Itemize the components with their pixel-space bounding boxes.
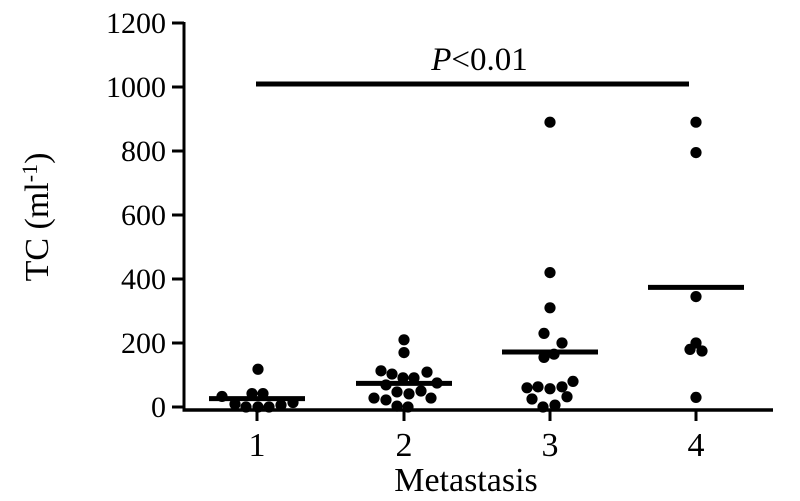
data-point (532, 381, 544, 393)
data-point (690, 116, 702, 128)
x-tick-label: 2 (396, 427, 413, 464)
data-point (398, 334, 410, 346)
data-point (263, 401, 275, 413)
data-point (538, 351, 550, 363)
y-tick-label: 1200 (106, 7, 166, 40)
data-point (368, 392, 380, 404)
data-point (556, 381, 568, 393)
data-point (421, 366, 433, 378)
data-point (252, 363, 264, 375)
significance-label: P<0.01 (430, 42, 528, 78)
data-point (696, 345, 708, 357)
data-point (690, 291, 702, 303)
data-point (538, 327, 550, 339)
x-tick-label: 3 (542, 427, 559, 464)
y-tick-label: 800 (121, 135, 166, 168)
data-point (216, 390, 228, 403)
y-tick-label: 600 (121, 199, 166, 232)
data-point (537, 401, 549, 413)
data-point (391, 400, 403, 412)
data-point (287, 396, 299, 409)
data-point (386, 368, 398, 380)
data-point (257, 387, 269, 400)
y-tick-label: 1000 (106, 71, 166, 104)
y-tick-label: 400 (121, 263, 166, 296)
x-tick-label: 1 (249, 427, 266, 464)
data-point (544, 302, 556, 314)
data-point (397, 372, 409, 384)
data-point (240, 401, 252, 413)
data-point (229, 398, 241, 410)
data-point (526, 393, 538, 405)
y-axis-title: TC (ml-1) (17, 153, 56, 282)
data-point (380, 394, 392, 406)
data-point (521, 382, 533, 394)
data-point (425, 392, 437, 404)
data-point (544, 267, 556, 279)
data-point (548, 348, 560, 360)
data-point (431, 377, 443, 389)
data-point (549, 399, 561, 411)
data-point (544, 383, 556, 395)
data-point (684, 343, 696, 355)
data-point (556, 337, 568, 349)
data-point (567, 375, 579, 387)
data-point (544, 116, 556, 128)
data-point (690, 147, 702, 159)
data-point (408, 372, 420, 384)
data-point (246, 387, 258, 400)
data-point (403, 388, 415, 400)
data-point (252, 401, 264, 413)
x-axis-title: Metastasis (394, 462, 538, 499)
data-point (375, 365, 387, 377)
y-tick-label: 200 (121, 327, 166, 360)
data-point (398, 347, 410, 359)
data-point (391, 386, 403, 398)
data-point (415, 385, 427, 397)
data-point (690, 391, 702, 403)
data-point (561, 391, 573, 403)
data-point (380, 379, 392, 391)
y-tick-label: 0 (151, 391, 166, 424)
data-point (275, 399, 287, 411)
data-point (402, 401, 414, 413)
x-tick-label: 4 (688, 427, 705, 464)
